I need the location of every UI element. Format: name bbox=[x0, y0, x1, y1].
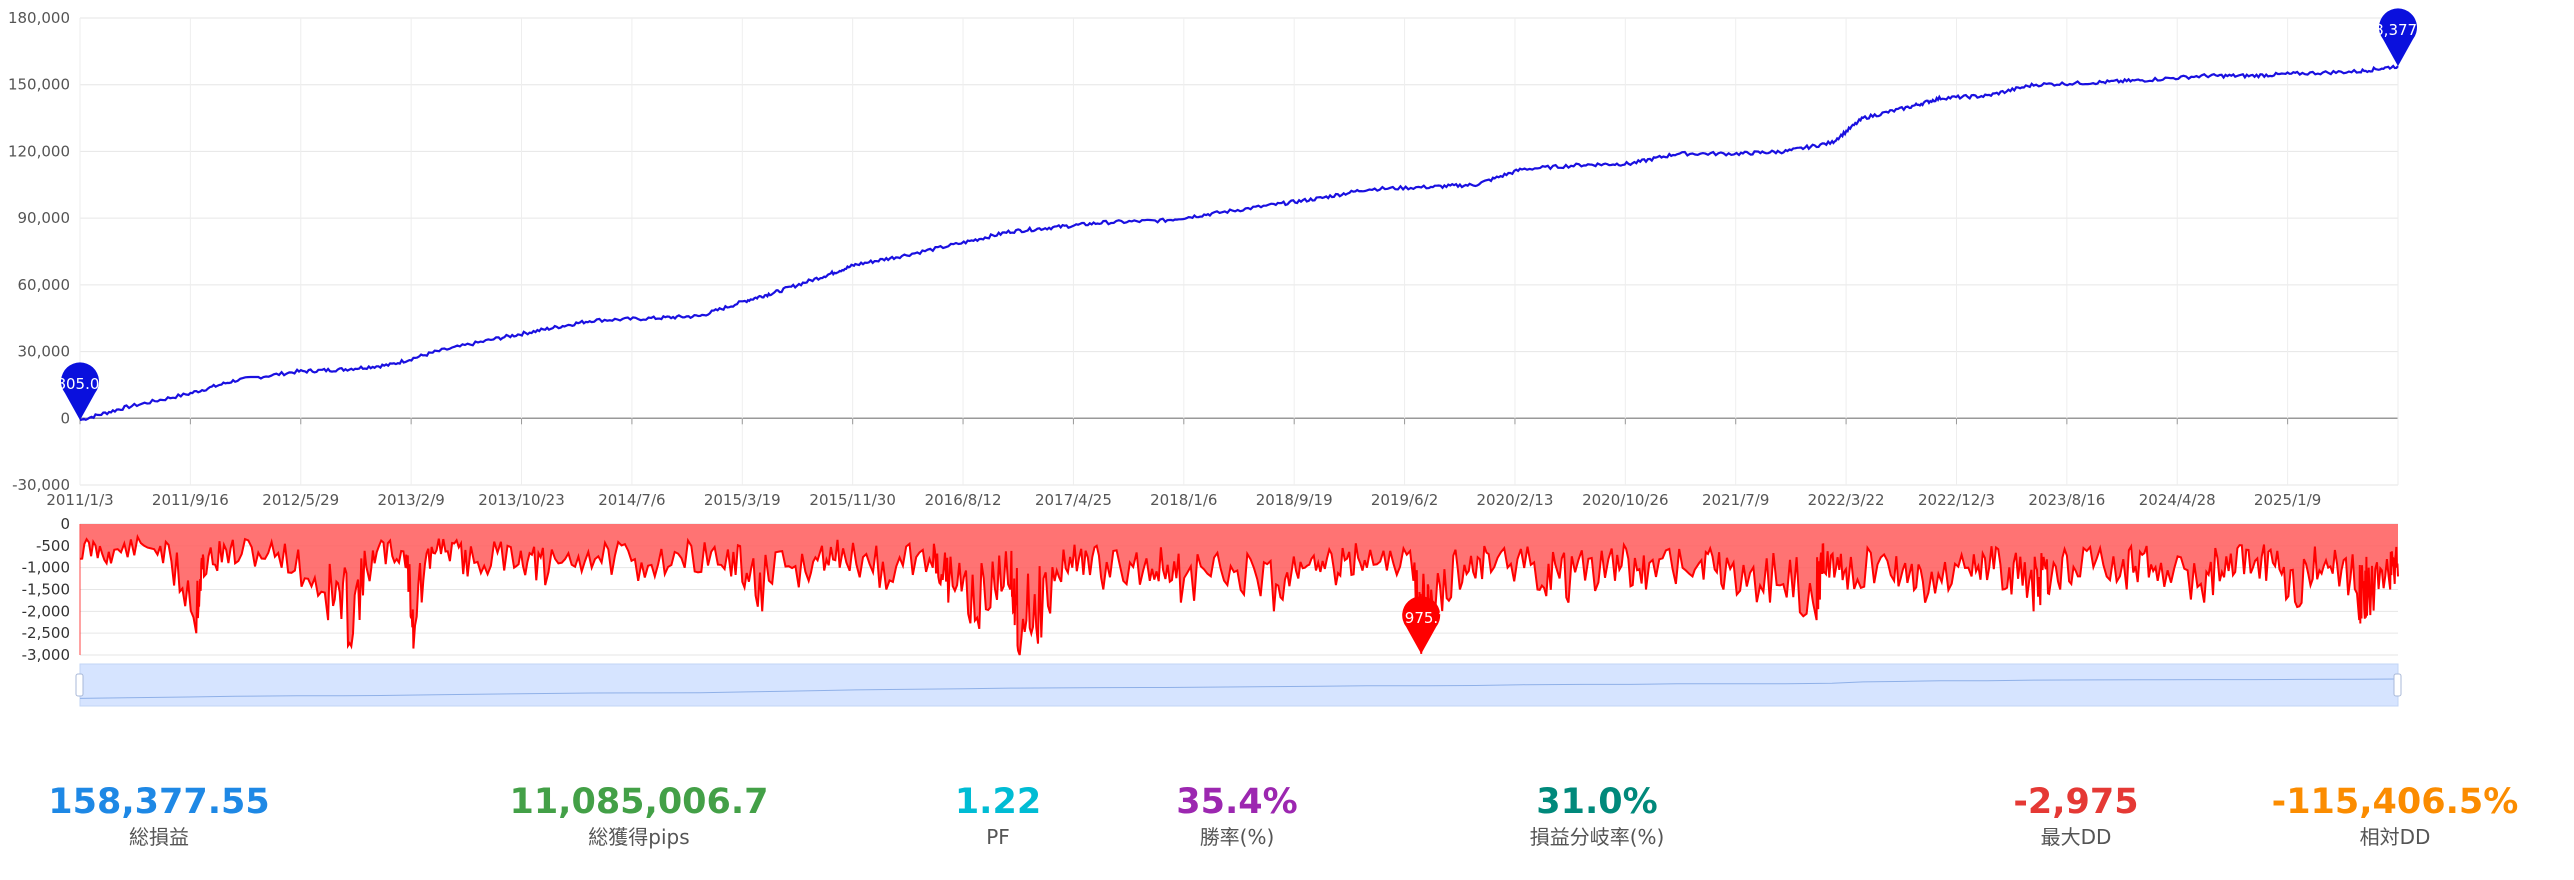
y-tick-label: 90,000 bbox=[18, 209, 71, 227]
drawdown-markers: -2,975.23 bbox=[1385, 596, 1457, 654]
marker-label: -2,975.23 bbox=[1385, 609, 1457, 627]
stat-relative-dd: -115,406.5% 相対DD bbox=[2272, 780, 2519, 850]
zoom-handle-left bbox=[75, 673, 84, 697]
drawdown-y-axis: 0 -500 -1,000 -1,500 -2,000 -2,500 -3,000 bbox=[22, 515, 70, 664]
drawdown-line bbox=[79, 533, 2399, 656]
y-tick-label: -1,000 bbox=[22, 559, 70, 577]
main-y-axis: 180,000 150,000 120,000 90,000 60,000 30,000 0… bbox=[8, 9, 70, 494]
x-tick-label: 2012/5/29 bbox=[262, 491, 339, 509]
y-tick-label: 120,000 bbox=[8, 142, 70, 160]
y-tick-label: -3,000 bbox=[22, 646, 70, 664]
zoom-handle-right bbox=[2393, 673, 2402, 697]
x-tick-label: 2013/10/23 bbox=[478, 491, 564, 509]
chart-area: 180,000 150,000 120,000 90,000 60,000 30,000 0… bbox=[7, 8, 2441, 707]
x-tick-label: 2015/3/19 bbox=[704, 491, 781, 509]
stat-label: 最大DD bbox=[2040, 825, 2112, 849]
stat-pf: 1.22 PF bbox=[955, 780, 1041, 850]
x-tick-label: 2020/10/26 bbox=[1582, 491, 1668, 509]
zoom-track bbox=[79, 663, 2399, 707]
equity-marker: 158,377.55 bbox=[2355, 8, 2441, 67]
stat-breakeven-rate: 31.0% 損益分岐率(%) bbox=[1530, 780, 1665, 850]
y-tick-label: -30,000 bbox=[12, 476, 70, 494]
equity-markers: -805.05 158,377.55 bbox=[51, 8, 2441, 421]
marker-pin bbox=[2378, 8, 2417, 67]
x-tick-label: 2024/4/28 bbox=[2139, 491, 2216, 509]
main-x-axis: 2011/1/3 2011/9/16 2012/5/29 2013/2/9 2013/1… bbox=[46, 418, 2321, 509]
stat-label: 相対DD bbox=[2359, 825, 2431, 849]
y-tick-label: -2,500 bbox=[22, 624, 70, 642]
x-tick-label: 2019/6/2 bbox=[1371, 491, 1438, 509]
x-tick-label: 2011/9/16 bbox=[152, 491, 229, 509]
drawdown-marker: -2,975.23 bbox=[1385, 596, 1457, 654]
y-tick-label: -1,500 bbox=[22, 581, 70, 599]
equity-line bbox=[79, 64, 2399, 422]
y-tick-label: 150,000 bbox=[8, 76, 70, 94]
y-tick-label: 30,000 bbox=[18, 343, 71, 361]
stat-value: -115,406.5% bbox=[2271, 782, 2519, 822]
x-tick-label: 2015/11/30 bbox=[809, 491, 895, 509]
stat-value: 158,377.55 bbox=[48, 782, 270, 822]
x-tick-label: 2022/12/3 bbox=[1918, 491, 1995, 509]
y-tick-label: 0 bbox=[60, 515, 70, 533]
zoom-preview-line bbox=[79, 678, 2399, 699]
stats-bar: 158,377.55 総損益 11,085,006.7 総獲得pips 1.22… bbox=[0, 780, 2574, 880]
x-tick-label: 2011/1/3 bbox=[46, 491, 113, 509]
main-grid bbox=[79, 17, 2399, 486]
stat-total-pips: 11,085,006.7 総獲得pips bbox=[509, 780, 768, 850]
x-tick-label: 2025/1/9 bbox=[2254, 491, 2321, 509]
x-tick-label: 2016/8/12 bbox=[925, 491, 1002, 509]
stat-value: 35.4% bbox=[1176, 782, 1298, 822]
stat-value: -2,975 bbox=[2013, 782, 2139, 822]
equity-series[interactable] bbox=[79, 64, 2399, 422]
stat-max-dd: -2,975 最大DD bbox=[2013, 780, 2138, 850]
x-tick-label: 2020/2/13 bbox=[1476, 491, 1553, 509]
stat-label: 総獲得pips bbox=[588, 825, 690, 849]
x-tick-label: 2018/1/6 bbox=[1150, 491, 1217, 509]
x-tick-label: 2023/8/16 bbox=[2028, 491, 2105, 509]
x-tick-label: 2017/4/25 bbox=[1035, 491, 1112, 509]
stat-label: 総損益 bbox=[128, 825, 189, 849]
x-tick-label: 2013/2/9 bbox=[377, 491, 444, 509]
marker-pin bbox=[1402, 596, 1441, 654]
equity-marker: -805.05 bbox=[51, 362, 109, 421]
stat-label: 損益分岐率(%) bbox=[1529, 825, 1665, 849]
stat-label: 勝率(%) bbox=[1199, 825, 1275, 849]
x-tick-label: 2018/9/19 bbox=[1256, 491, 1333, 509]
x-tick-label: 2021/7/9 bbox=[1702, 491, 1769, 509]
stat-win-rate: 35.4% 勝率(%) bbox=[1176, 780, 1297, 850]
x-tick-label: 2022/3/22 bbox=[1808, 491, 1885, 509]
marker-label: 158,377.55 bbox=[2355, 21, 2441, 39]
y-tick-label: -2,000 bbox=[22, 602, 70, 620]
marker-pin bbox=[61, 362, 100, 421]
y-tick-label: 0 bbox=[60, 409, 70, 427]
stat-value: 11,085,006.7 bbox=[509, 782, 769, 822]
stat-value: 31.0% bbox=[1536, 782, 1658, 822]
marker-label: -805.05 bbox=[51, 375, 109, 393]
stat-total-profit: 158,377.55 総損益 bbox=[48, 780, 269, 850]
drawdown-series[interactable] bbox=[79, 524, 2399, 656]
y-tick-label: 180,000 bbox=[8, 9, 70, 27]
zoom-slider[interactable] bbox=[75, 663, 2402, 707]
stat-label: PF bbox=[986, 825, 1010, 849]
stat-value: 1.22 bbox=[954, 782, 1042, 822]
x-tick-label: 2014/7/6 bbox=[598, 491, 665, 509]
y-tick-label: -500 bbox=[36, 537, 70, 555]
y-tick-label: 60,000 bbox=[18, 276, 71, 294]
